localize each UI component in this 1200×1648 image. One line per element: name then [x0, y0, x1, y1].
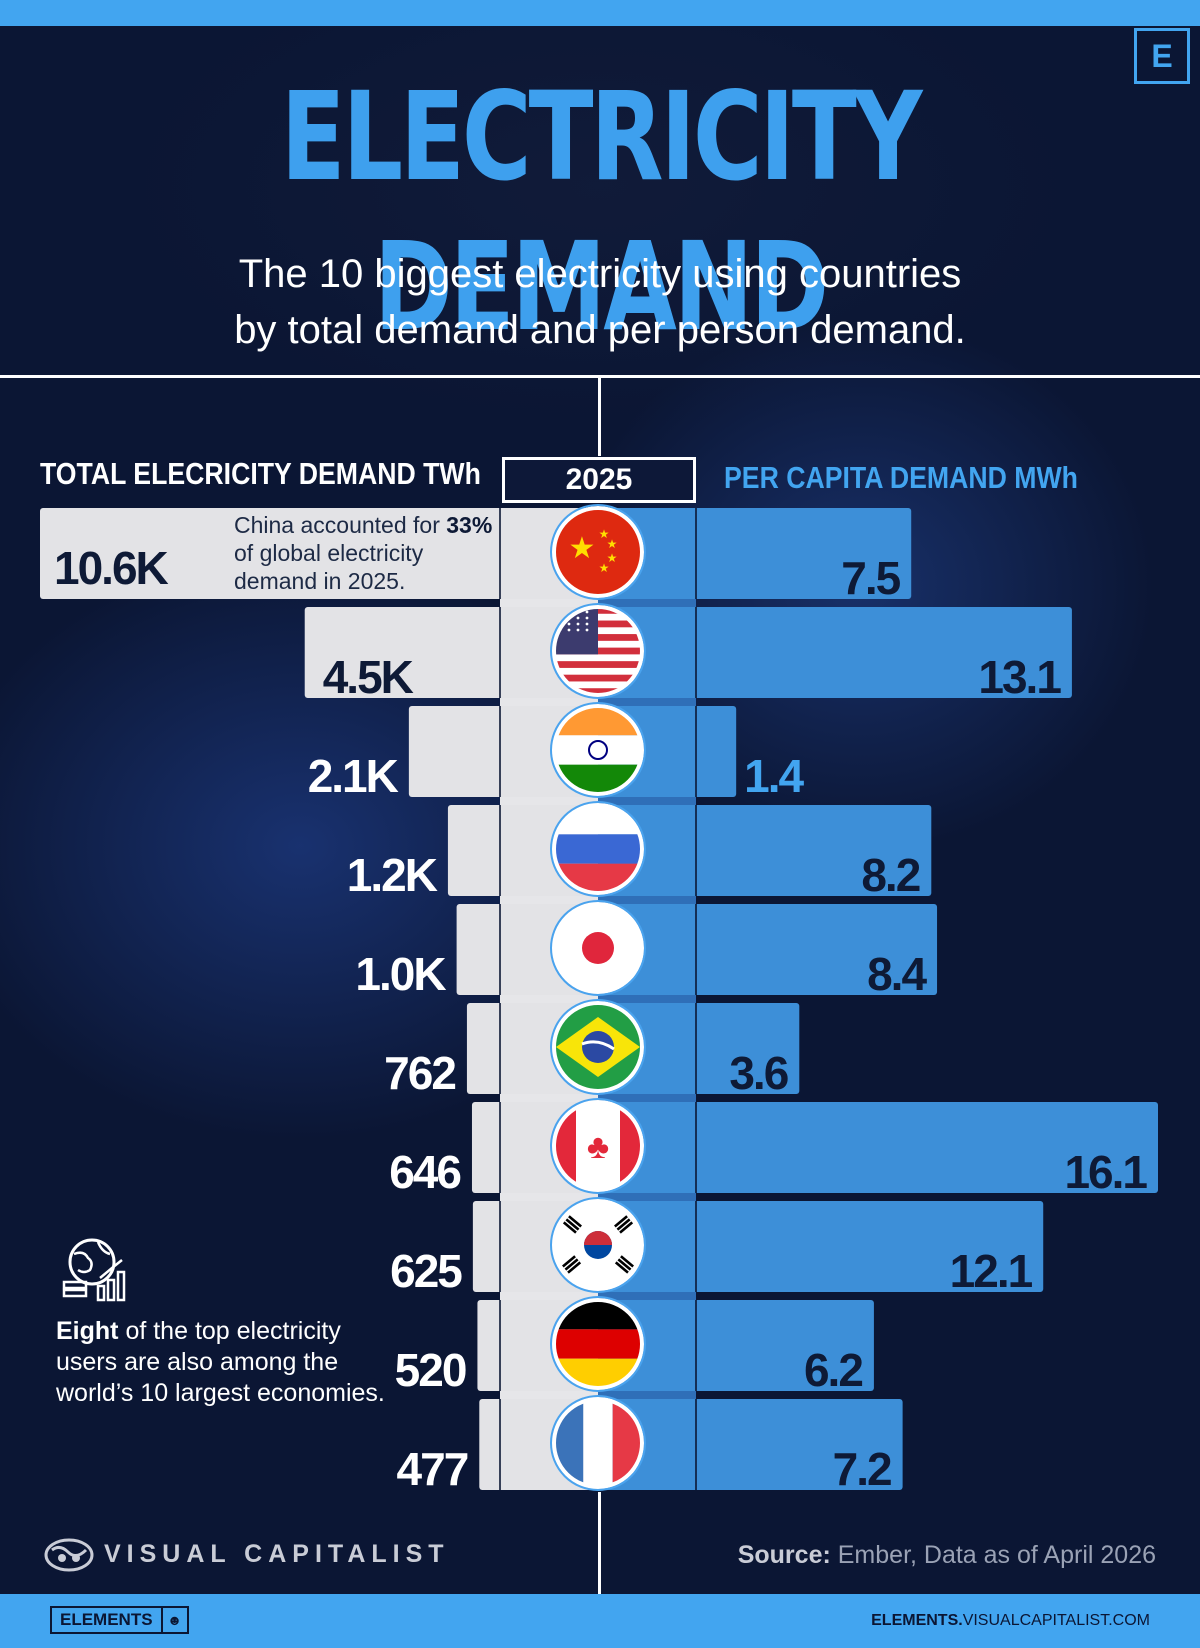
china-annotation: China accounted for 33% of global electr… — [234, 511, 494, 595]
total-demand-bar — [40, 508, 598, 599]
total-demand-label: 646 — [389, 1146, 460, 1198]
top-accent-bar — [0, 0, 1200, 26]
total-demand-label: 4.5K — [323, 651, 414, 703]
svg-text:★: ★ — [599, 561, 610, 575]
per-capita-label: 16.1 — [1064, 1146, 1147, 1198]
row-canada: 646 16.1 ♣ — [389, 1098, 1158, 1198]
globe-chart-icon — [62, 1238, 126, 1302]
subtitle: The 10 biggest electricity using countri… — [150, 246, 1050, 358]
source-note: Source: Ember, Data as of April 2026 — [738, 1538, 1156, 1572]
total-demand-label: 1.0K — [355, 948, 446, 1000]
total-demand-label: 10.6K — [54, 542, 169, 594]
row-china: 10.6K 7.5★ ★★★★ — [40, 504, 912, 604]
left-axis-title: TOTAL ELECRICITY DEMAND TWh — [40, 456, 481, 491]
japan-flag-icon — [554, 904, 642, 992]
china-annotation-pre: China accounted for — [234, 512, 447, 538]
site-url: ELEMENTS.VISUALCAPITALIST.COM — [871, 1610, 1150, 1632]
svg-text:★: ★ — [599, 527, 610, 541]
site-url-bold: ELEMENTS. — [871, 1612, 963, 1629]
total-demand-bar — [304, 607, 598, 698]
per-capita-label: 13.1 — [978, 651, 1061, 703]
per-capita-label: 3.6 — [729, 1047, 787, 1099]
per-capita-bar — [598, 1102, 1158, 1193]
south-korea-flag-icon — [554, 1201, 642, 1289]
center-line-bottom — [598, 1492, 601, 1594]
per-capita-label: 7.5 — [841, 552, 900, 604]
brazil-flag-icon — [554, 1003, 642, 1091]
row-russia: 1.2K 8.2 — [347, 801, 932, 901]
per-capita-label: 8.4 — [867, 948, 927, 1000]
page-title: ELECTRICITY DEMAND — [280, 66, 923, 358]
header-divider — [0, 375, 1200, 378]
per-capita-bar — [598, 1003, 800, 1094]
china-annotation-post: of global electricity demand in 2025. — [234, 540, 424, 594]
total-demand-label: 762 — [384, 1047, 455, 1099]
per-capita-label: 7.2 — [833, 1443, 891, 1495]
per-capita-label: 1.4 — [744, 750, 804, 802]
per-capita-bar — [598, 904, 938, 995]
total-demand-bar — [408, 706, 598, 797]
source-label: Source: — [737, 1541, 831, 1569]
per-capita-bar — [598, 1399, 903, 1490]
row-india: 2.1K 1.4 — [308, 702, 807, 802]
elements-badge: ELEMENTS ☻ — [50, 1606, 189, 1634]
svg-text:♣: ♣ — [587, 1128, 609, 1166]
canada-flag-icon: ♣ — [554, 1102, 642, 1190]
row-south-korea: 625 12.1 — [390, 1197, 1044, 1297]
site-url-rest: VISUALCAPITALIST.COM — [962, 1612, 1150, 1629]
row-france: 477 7.2 — [397, 1395, 903, 1495]
row-germany: 520 6.2 — [395, 1296, 874, 1396]
svg-text:★: ★ — [569, 532, 596, 565]
total-demand-label: 477 — [397, 1443, 468, 1495]
center-line-top — [598, 378, 601, 456]
elements-badge-icon: ☻ — [160, 1608, 187, 1632]
per-capita-bar — [598, 1201, 1044, 1292]
per-capita-bar — [598, 1300, 874, 1391]
per-capita-bar — [598, 607, 1072, 698]
per-capita-label: 8.2 — [861, 849, 919, 901]
total-demand-label: 520 — [395, 1344, 466, 1396]
vc-logo-icon — [44, 1538, 94, 1572]
right-axis-title: PER CAPITA DEMAND MWh — [724, 460, 1078, 495]
bottom-accent-bar — [0, 1594, 1200, 1648]
china-annotation-percent: 33% — [446, 512, 493, 538]
elements-badge-label: ELEMENTS — [60, 1610, 153, 1629]
per-capita-label: 12.1 — [950, 1245, 1033, 1297]
elements-corner-logo: E — [1134, 28, 1190, 84]
china-flag-icon: ★ ★★★★ — [554, 508, 642, 596]
brand-name: VISUAL CAPITALIST — [104, 1540, 450, 1568]
per-capita-label: 6.2 — [804, 1344, 862, 1396]
per-capita-bar — [598, 508, 912, 599]
year-label: 2025 — [502, 457, 696, 503]
row-japan: 1.0K 8.4 — [355, 900, 938, 1000]
subtitle-line-2: by total demand and per person demand. — [234, 308, 966, 352]
total-demand-label: 2.1K — [308, 750, 399, 802]
row-brazil: 762 3.6 — [384, 999, 800, 1099]
row-united-states: 4.5K 13.1 — [304, 603, 1072, 703]
source-text: Ember, Data as of April 2026 — [830, 1541, 1156, 1569]
svg-text:★: ★ — [607, 551, 618, 565]
total-demand-label: 625 — [390, 1245, 462, 1297]
subtitle-line-1: The 10 biggest electricity using countri… — [238, 252, 962, 296]
side-note-bold: Eight — [56, 1317, 119, 1345]
total-demand-label: 1.2K — [347, 849, 438, 901]
visual-capitalist-brand: VISUAL CAPITALIST — [44, 1534, 450, 1574]
per-capita-bar — [598, 805, 932, 896]
side-note-text: of the top electricity users are also am… — [56, 1317, 385, 1407]
side-note: Eight of the top electricity users are a… — [56, 1316, 386, 1409]
svg-text:★: ★ — [607, 537, 618, 551]
